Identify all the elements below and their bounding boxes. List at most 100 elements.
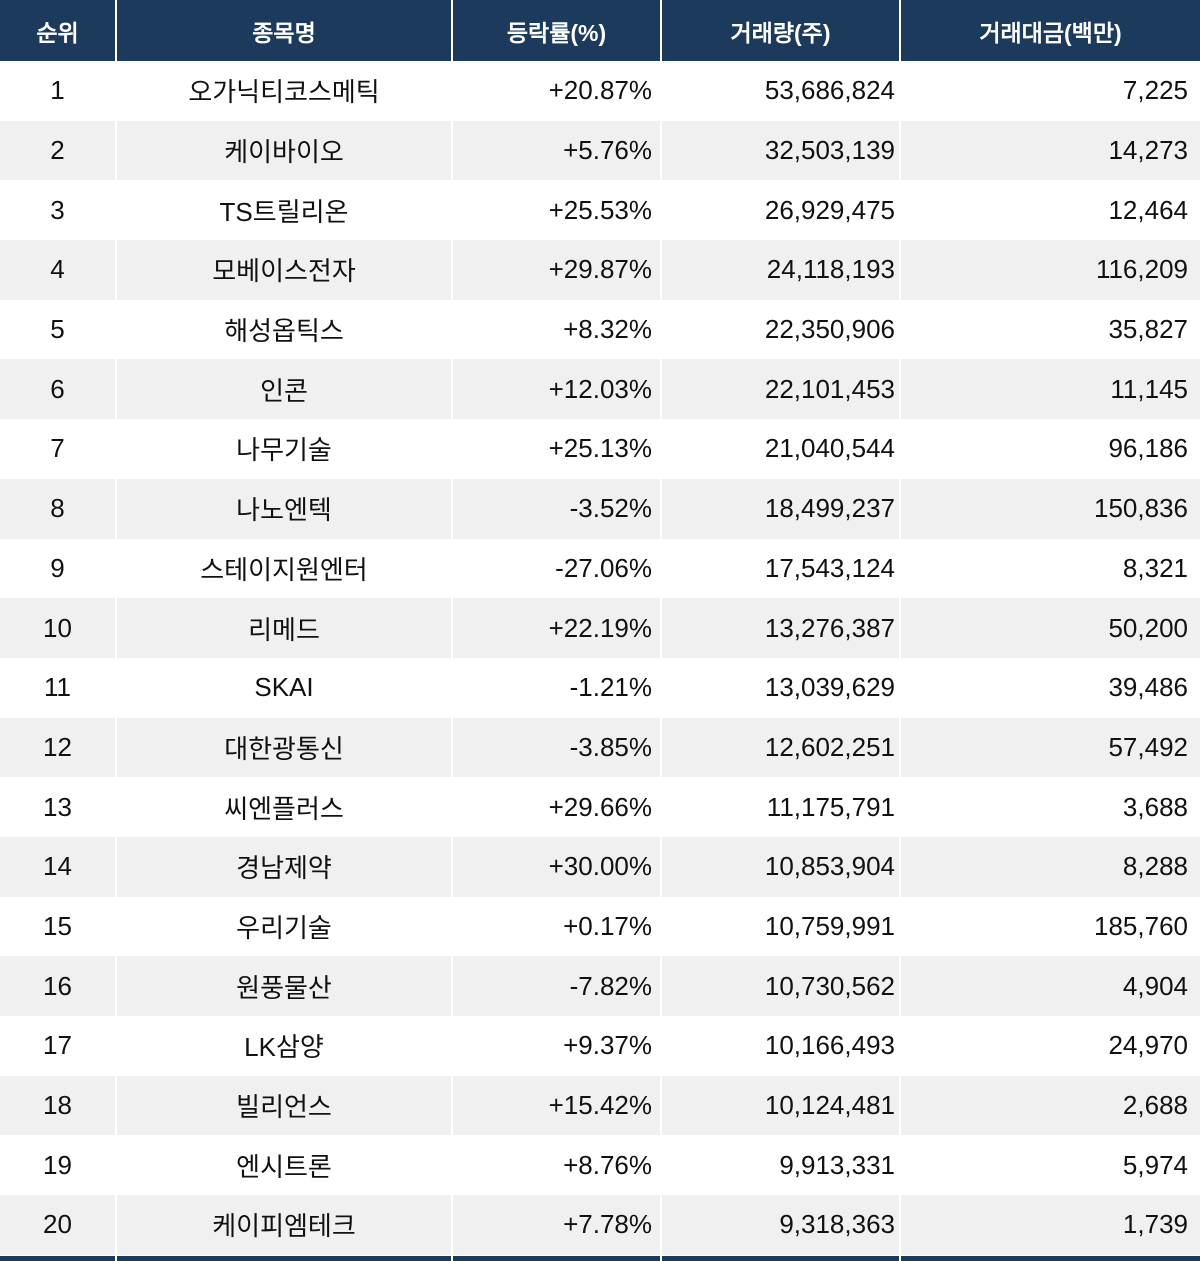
sliver-cell <box>117 1255 453 1261</box>
table-row: 11 SKAI -1.21% 13,039,629 39,486 <box>0 657 1200 718</box>
value-cell: 3,688 <box>1122 791 1188 822</box>
change-cell: +30.00% <box>453 836 662 897</box>
value-cell: 116,209 <box>1095 254 1188 285</box>
next-table-header-sliver <box>0 1254 1200 1261</box>
rank-cell: 18 <box>0 1075 117 1136</box>
table-row: 9 스테이지원엔터 -27.06% 17,543,124 8,321 <box>0 538 1200 599</box>
stock-name-cell: 나무기술 <box>117 419 453 479</box>
rank-cell: 10 <box>0 598 117 658</box>
table-header-row: 순위 종목명 등락률(%) 거래량(주) 거래대금(백만) <box>0 0 1200 61</box>
volume-cell: 9,318,363 <box>662 1195 901 1255</box>
rank-cell: 16 <box>0 956 117 1016</box>
rank-cell: 9 <box>0 538 117 599</box>
stock-name-cell: SKAI <box>117 657 453 718</box>
table-body: 1 오가닉티코스메틱 +20.87% 53,686,824 7,225 2 케이… <box>0 61 1200 1255</box>
header-cell-rank: 순위 <box>0 0 117 61</box>
value-cell: 5,974 <box>1122 1149 1188 1180</box>
table-row: 18 빌리언스 +15.42% 10,124,481 2,688 <box>0 1075 1200 1136</box>
value-cell: 12,464 <box>1108 194 1188 225</box>
volume-cell: 17,543,124 <box>662 538 901 599</box>
change-cell: +9.37% <box>453 1016 662 1076</box>
volume-cell: 10,730,562 <box>662 956 901 1016</box>
volume-cell: 10,759,991 <box>662 896 901 957</box>
rank-cell: 6 <box>0 359 117 420</box>
stock-name-cell: 씨엔플러스 <box>117 777 453 837</box>
rank-cell: 4 <box>0 240 117 300</box>
volume-cell: 10,124,481 <box>662 1075 901 1136</box>
stock-name-cell: 빌리언스 <box>117 1075 453 1136</box>
value-cell: 39,486 <box>1108 672 1188 703</box>
change-cell: +22.19% <box>453 598 662 658</box>
table-row: 6 인콘 +12.03% 22,101,453 11,145 <box>0 359 1200 420</box>
table-row: 10 리메드 +22.19% 13,276,387 50,200 <box>0 598 1200 658</box>
value-cell: 14,273 <box>1108 135 1188 166</box>
change-cell: -3.85% <box>453 717 662 778</box>
table-row: 3 TS트릴리온 +25.53% 26,929,475 12,464 <box>0 180 1200 241</box>
stock-name-cell: 경남제약 <box>117 836 453 897</box>
change-cell: +8.32% <box>453 299 662 360</box>
rank-cell: 2 <box>0 120 117 181</box>
table-row: 20 케이피엠테크 +7.78% 9,318,363 1,739 <box>0 1195 1200 1255</box>
value-cell: 50,200 <box>1108 612 1188 643</box>
change-cell: +25.53% <box>453 180 662 241</box>
volume-cell: 26,929,475 <box>662 180 901 241</box>
value-cell: 11,145 <box>1110 373 1188 404</box>
volume-cell: 22,350,906 <box>662 299 901 360</box>
table-row: 15 우리기술 +0.17% 10,759,991 185,760 <box>0 896 1200 957</box>
rank-cell: 19 <box>0 1135 117 1196</box>
table-row: 12 대한광통신 -3.85% 12,602,251 57,492 <box>0 717 1200 778</box>
rank-cell: 8 <box>0 478 117 539</box>
change-cell: +5.76% <box>453 120 662 181</box>
stock-name-cell: 케이바이오 <box>117 120 453 181</box>
volume-cell: 53,686,824 <box>662 61 901 121</box>
stock-name-cell: TS트릴리온 <box>117 180 453 241</box>
table-row: 16 원풍물산 -7.82% 10,730,562 4,904 <box>0 956 1200 1016</box>
value-cell: 24,970 <box>1108 1030 1188 1061</box>
stock-name-cell: 케이피엠테크 <box>117 1195 453 1255</box>
sliver-cell <box>901 1256 1200 1261</box>
change-cell: -7.82% <box>453 956 662 1016</box>
table-row: 19 엔시트론 +8.76% 9,913,331 5,974 <box>0 1135 1200 1196</box>
volume-cell: 10,166,493 <box>662 1016 901 1076</box>
stock-name-cell: 리메드 <box>117 598 453 658</box>
rank-cell: 15 <box>0 896 117 957</box>
table-row: 2 케이바이오 +5.76% 32,503,139 14,273 <box>0 120 1200 181</box>
rank-cell: 5 <box>0 299 117 360</box>
change-cell: +20.87% <box>453 61 662 121</box>
change-cell: +25.13% <box>453 419 662 479</box>
volume-cell: 10,853,904 <box>662 836 901 897</box>
rank-cell: 17 <box>0 1016 117 1076</box>
table-row: 1 오가닉티코스메틱 +20.87% 53,686,824 7,225 <box>0 61 1200 121</box>
sliver-cell <box>0 1255 117 1261</box>
stock-name-cell: 대한광통신 <box>117 717 453 778</box>
table-row: 17 LK삼양 +9.37% 10,166,493 24,970 <box>0 1016 1200 1076</box>
stock-name-cell: 스테이지원엔터 <box>117 538 453 599</box>
change-cell: +29.87% <box>453 240 662 300</box>
header-cell-name: 종목명 <box>117 0 453 61</box>
change-cell: +12.03% <box>453 359 662 420</box>
table-row: 7 나무기술 +25.13% 21,040,544 96,186 <box>0 419 1200 479</box>
change-cell: +29.66% <box>453 777 662 837</box>
stock-name-cell: 인콘 <box>117 359 453 420</box>
header-cell-value: 거래대금(백만) <box>979 19 1122 46</box>
volume-cell: 12,602,251 <box>662 717 901 778</box>
stock-name-cell: 모베이스전자 <box>117 240 453 300</box>
change-cell: +8.76% <box>453 1135 662 1196</box>
volume-cell: 18,499,237 <box>662 478 901 539</box>
stock-name-cell: 오가닉티코스메틱 <box>117 61 453 121</box>
stock-name-cell: 나노엔텍 <box>117 478 453 539</box>
change-cell: -1.21% <box>453 657 662 718</box>
change-cell: -3.52% <box>453 478 662 539</box>
rank-cell: 14 <box>0 836 117 897</box>
value-cell: 4,904 <box>1122 970 1188 1001</box>
value-cell: 8,288 <box>1122 851 1188 882</box>
value-cell: 185,760 <box>1094 910 1188 941</box>
table-row: 8 나노엔텍 -3.52% 18,499,237 150,836 <box>0 478 1200 539</box>
header-cell-change: 등락률(%) <box>453 0 662 61</box>
value-cell: 7,225 <box>1122 75 1188 106</box>
sliver-cell <box>453 1255 662 1261</box>
rank-cell: 3 <box>0 180 117 241</box>
volume-cell: 22,101,453 <box>662 359 901 420</box>
change-cell: +0.17% <box>453 896 662 957</box>
